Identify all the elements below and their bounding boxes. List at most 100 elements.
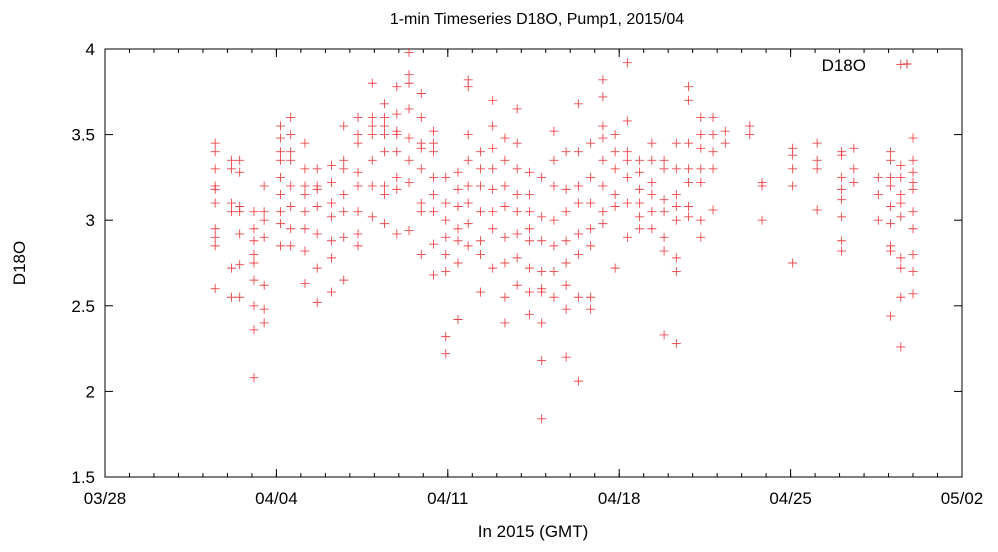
data-point: [312, 229, 322, 239]
data-point: [573, 198, 583, 208]
x-axis-label: In 2015 (GMT): [478, 522, 589, 541]
data-point: [635, 224, 645, 234]
x-tick-label: 04/11: [427, 489, 468, 508]
data-point: [404, 133, 414, 143]
data-point: [610, 130, 620, 140]
data-point: [537, 267, 547, 277]
data-point: [235, 292, 245, 302]
data-point: [429, 239, 439, 249]
data-point: [896, 190, 906, 200]
data-point: [586, 224, 596, 234]
data-point: [610, 190, 620, 200]
data-point: [812, 155, 822, 165]
data-point: [708, 130, 718, 140]
data-point: [696, 143, 706, 153]
data-point: [635, 198, 645, 208]
data-point: [512, 138, 522, 148]
data-point: [380, 121, 390, 131]
data-point: [259, 215, 269, 225]
data-point: [353, 130, 363, 140]
data-point: [896, 263, 906, 273]
data-point: [610, 202, 620, 212]
data-point: [610, 164, 620, 174]
data-point: [210, 138, 220, 148]
data-point: [500, 318, 510, 328]
data-point: [339, 275, 349, 285]
legend-marker-d18o: [902, 59, 912, 69]
data-point: [300, 207, 310, 217]
data-point: [500, 232, 510, 242]
data-point: [684, 82, 694, 92]
data-point: [659, 164, 669, 174]
data-point: [500, 258, 510, 268]
data-point: [622, 172, 632, 182]
data-point: [837, 184, 847, 194]
data-point: [598, 133, 608, 143]
x-tick-label: 05/02: [941, 489, 984, 508]
data-point: [380, 130, 390, 140]
data-point: [463, 155, 473, 165]
data-point: [235, 155, 245, 165]
data-point: [300, 138, 310, 148]
data-point: [573, 181, 583, 191]
data-point: [441, 198, 451, 208]
data-point: [549, 126, 559, 136]
y-axis: 1.5 2 2.5 3 3.5 4: [71, 40, 962, 487]
data-point: [537, 236, 547, 246]
data-point: [312, 184, 322, 194]
data-point: [573, 99, 583, 109]
data-point: [312, 164, 322, 174]
data-point: [416, 249, 426, 259]
data-point: [339, 155, 349, 165]
data-point: [598, 155, 608, 165]
data-point: [275, 207, 285, 217]
data-point: [886, 172, 896, 182]
data-point: [537, 318, 547, 328]
data-point: [353, 181, 363, 191]
data-point: [598, 219, 608, 229]
data-point: [873, 172, 883, 182]
data-point: [353, 138, 363, 148]
data-point: [259, 207, 269, 217]
x-axis-minor-ticks: [128, 49, 939, 477]
data-point: [886, 311, 896, 321]
data-point: [416, 89, 426, 99]
data-point: [275, 133, 285, 143]
data-point: [286, 112, 296, 122]
data-point: [210, 147, 220, 157]
data-point: [453, 236, 463, 246]
data-point: [812, 138, 822, 148]
legend: D18O: [822, 56, 912, 75]
data-point: [404, 155, 414, 165]
data-point: [684, 138, 694, 148]
data-point: [908, 155, 918, 165]
data-point: [561, 352, 571, 362]
data-point: [367, 181, 377, 191]
data-point: [475, 207, 485, 217]
data-point: [635, 155, 645, 165]
data-point: [249, 275, 259, 285]
data-point: [441, 215, 451, 225]
data-point: [416, 164, 426, 174]
data-point: [326, 212, 336, 222]
data-point: [647, 190, 657, 200]
data-point: [586, 172, 596, 182]
data-point: [380, 190, 390, 200]
y-tick-label: 3.5: [71, 126, 95, 145]
data-point: [896, 172, 906, 182]
data-point: [598, 181, 608, 191]
data-point: [488, 184, 498, 194]
data-point: [312, 263, 322, 273]
data-point: [812, 205, 822, 215]
data-point: [886, 147, 896, 157]
data-point: [696, 130, 706, 140]
data-point: [549, 215, 559, 225]
data-point: [286, 241, 296, 251]
data-point: [757, 215, 767, 225]
plot-frame: [104, 48, 963, 478]
data-point: [259, 232, 269, 242]
data-point: [896, 198, 906, 208]
data-point: [549, 181, 559, 191]
data-point: [441, 249, 451, 259]
data-point: [537, 287, 547, 297]
